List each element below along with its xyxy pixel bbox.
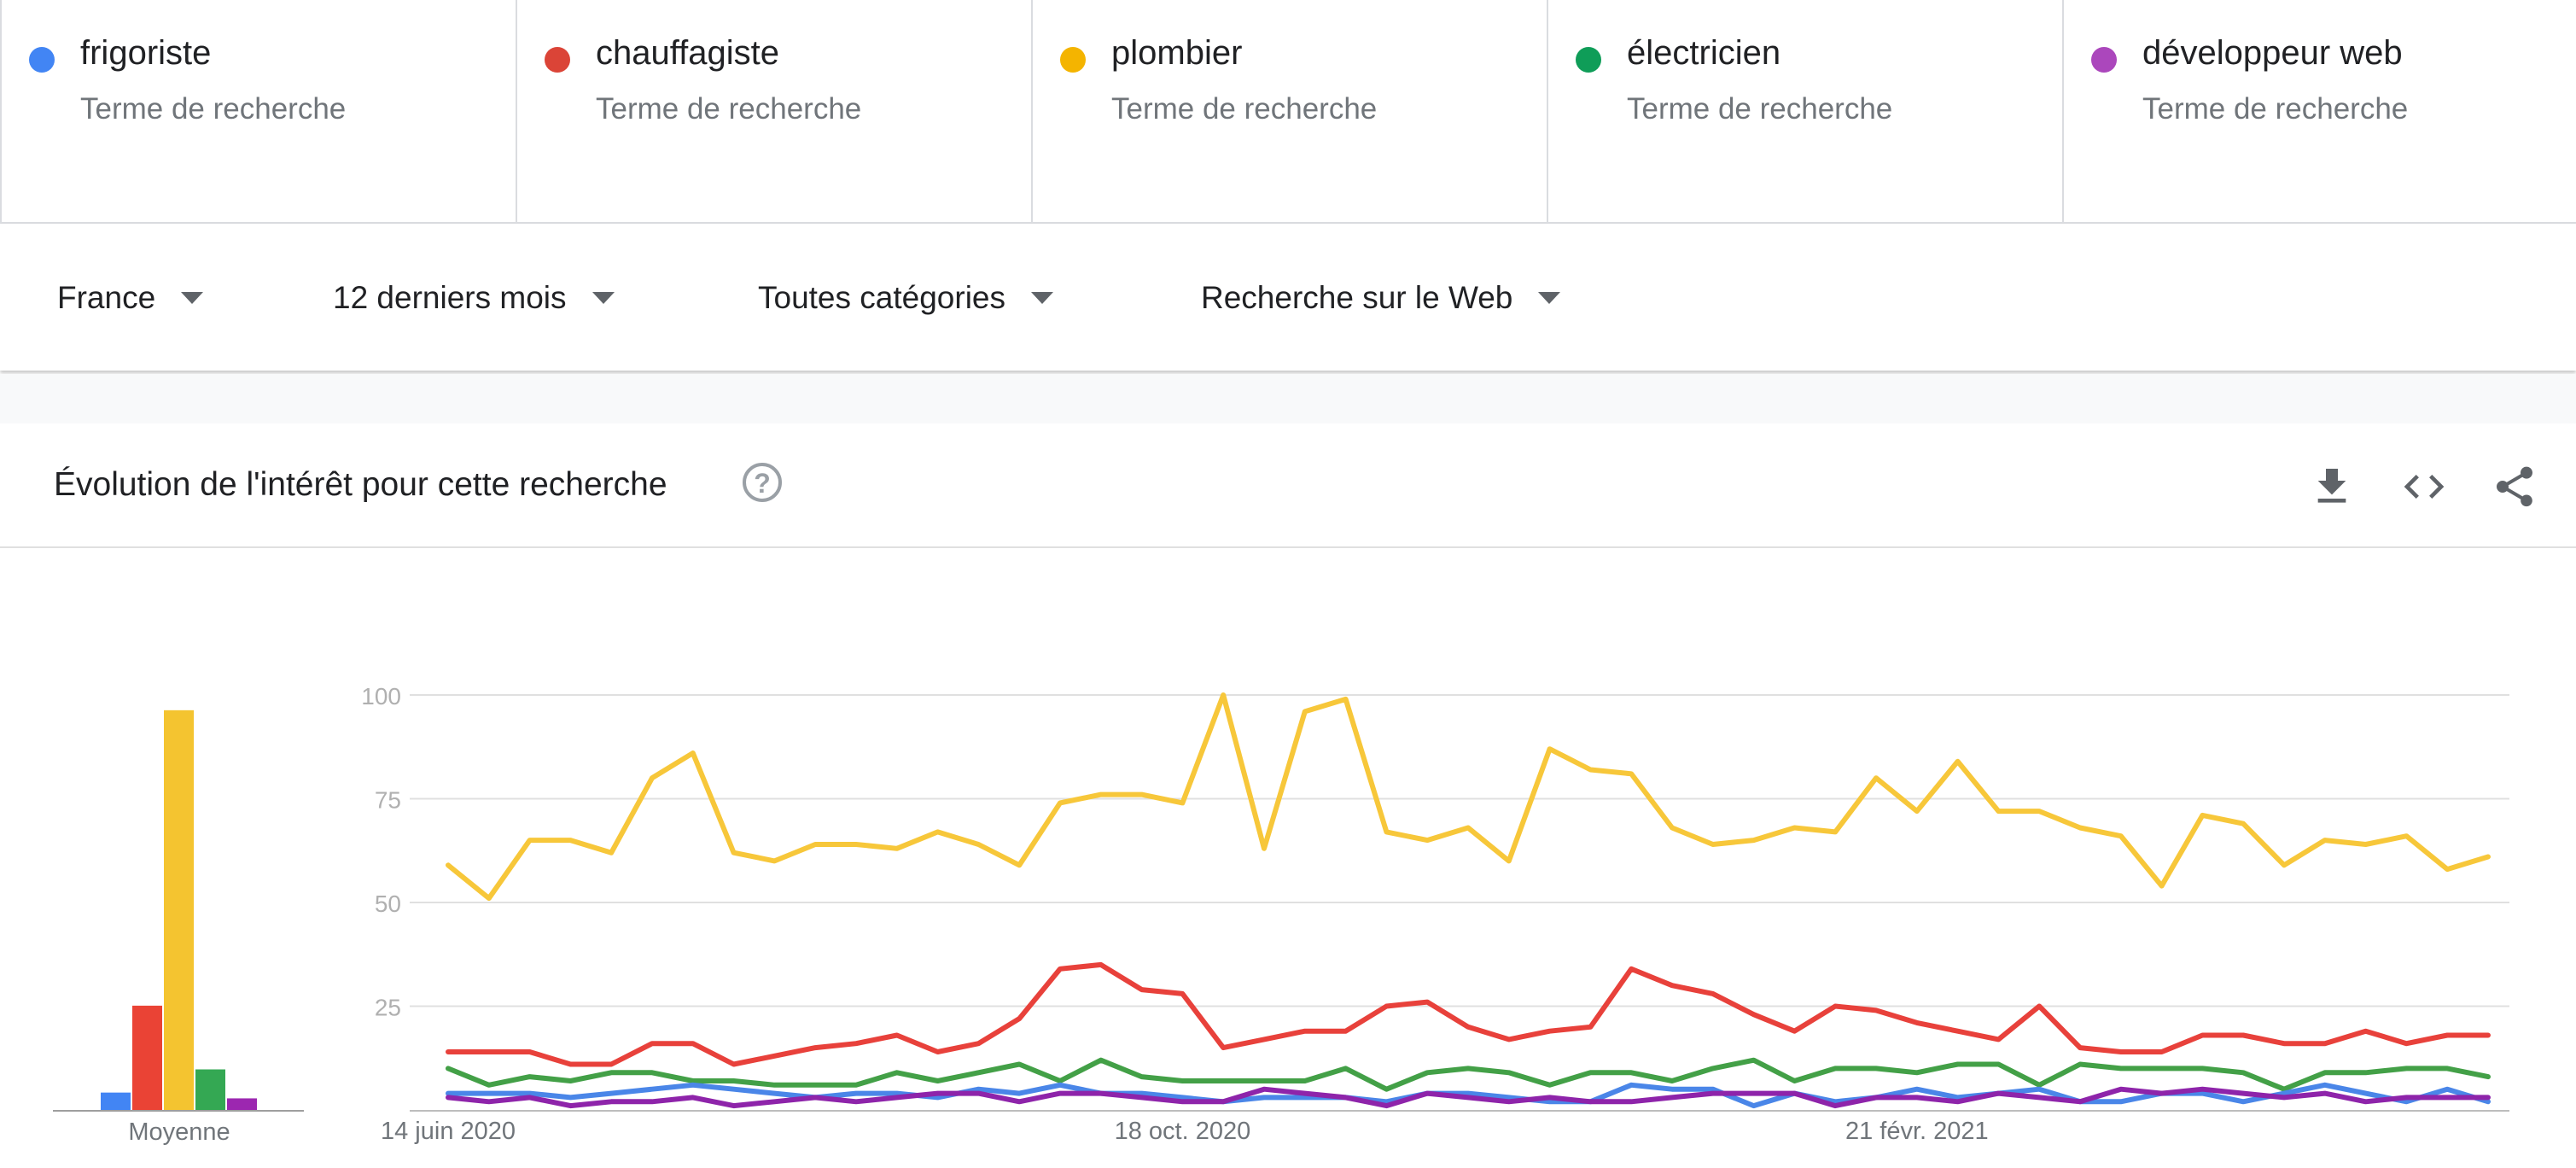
embed-code-icon[interactable] [2400,463,2448,511]
series-line-électricien [446,1057,2491,1092]
x-tick-label: 18 oct. 2020 [1115,1118,1251,1145]
help-icon[interactable]: ? [743,463,782,502]
average-bar [195,1069,225,1110]
x-tick-label: 21 févr. 2021 [1845,1118,1989,1145]
term-type: Terme de recherche [1627,92,1893,126]
average-bar [101,1092,131,1110]
term-card-developpeur-web[interactable]: développeur web Terme de recherche [2062,0,2576,222]
y-tick-label: 25 [375,995,401,1021]
download-icon[interactable] [2308,463,2356,511]
share-icon[interactable] [2491,463,2538,511]
category-label: Toutes catégories [758,280,1006,315]
chart-grid [410,694,2509,1112]
term-name: plombier [1111,34,1243,72]
y-tick-label: 100 [361,683,401,710]
series-line-plombier [446,692,2491,902]
term-name: développeur web [2142,34,2403,72]
average-bar [164,710,194,1110]
average-bar [227,1098,257,1110]
average-label: Moyenne [128,1118,230,1146]
y-tick-label: 75 [375,787,401,814]
interest-chart: 25 50 75 100 14 juin 2020 18 oct. 2020 21 févr… [53,683,2509,1146]
caret-down-icon [1538,292,1561,304]
term-type: Terme de recherche [596,92,862,126]
average-bar [132,1005,162,1110]
x-tick-label: 14 juin 2020 [381,1118,516,1145]
series-line-développeur-web [446,1086,2491,1109]
period-dropdown[interactable]: 12 derniers mois [333,277,615,319]
term-card-electricien[interactable]: électricien Terme de recherche [1547,0,2062,222]
region-dropdown[interactable]: France [57,277,204,319]
term-color-dot [1060,47,1086,73]
y-tick-label: 50 [375,891,401,917]
card-title: Évolution de l'intérêt pour cette recher… [54,466,667,503]
term-type: Terme de recherche [2142,92,2409,126]
caret-down-icon [592,292,615,304]
term-name: électricien [1627,34,1781,72]
term-card-plombier[interactable]: plombier Terme de recherche [1031,0,1547,222]
search-type-dropdown[interactable]: Recherche sur le Web [1201,277,1561,319]
series-line-chauffagiste [446,961,2491,1067]
section-gap [0,374,2576,423]
term-card-chauffagiste[interactable]: chauffagiste Terme de recherche [516,0,1031,222]
term-name: frigoriste [80,34,212,72]
caret-down-icon [1031,292,1054,304]
search-terms-bar: frigoriste Terme de recherche chauffagis… [0,0,2576,224]
term-color-dot [29,47,55,73]
category-dropdown[interactable]: Toutes catégories [758,277,1054,319]
chart-axis-labels: 25 50 75 100 14 juin 2020 18 oct. 2020 21 févr… [128,683,1988,1146]
term-color-dot [545,47,570,73]
term-type: Terme de recherche [80,92,347,126]
filters-bar: France 12 derniers mois Toutes catégorie… [0,224,2576,371]
term-name: chauffagiste [596,34,779,72]
region-label: France [57,280,156,315]
term-type: Terme de recherche [1111,92,1378,126]
term-color-dot [2091,47,2117,73]
interest-over-time-header: Évolution de l'intérêt pour cette recher… [0,423,2576,548]
average-bars [53,710,304,1112]
series-line-frigoriste [446,1082,2491,1109]
term-color-dot [1576,47,1601,73]
search-type-label: Recherche sur le Web [1201,280,1513,315]
period-label: 12 derniers mois [333,280,567,315]
chart-series-lines [446,692,2491,1109]
caret-down-icon [181,292,204,304]
term-card-frigoriste[interactable]: frigoriste Terme de recherche [0,0,516,222]
